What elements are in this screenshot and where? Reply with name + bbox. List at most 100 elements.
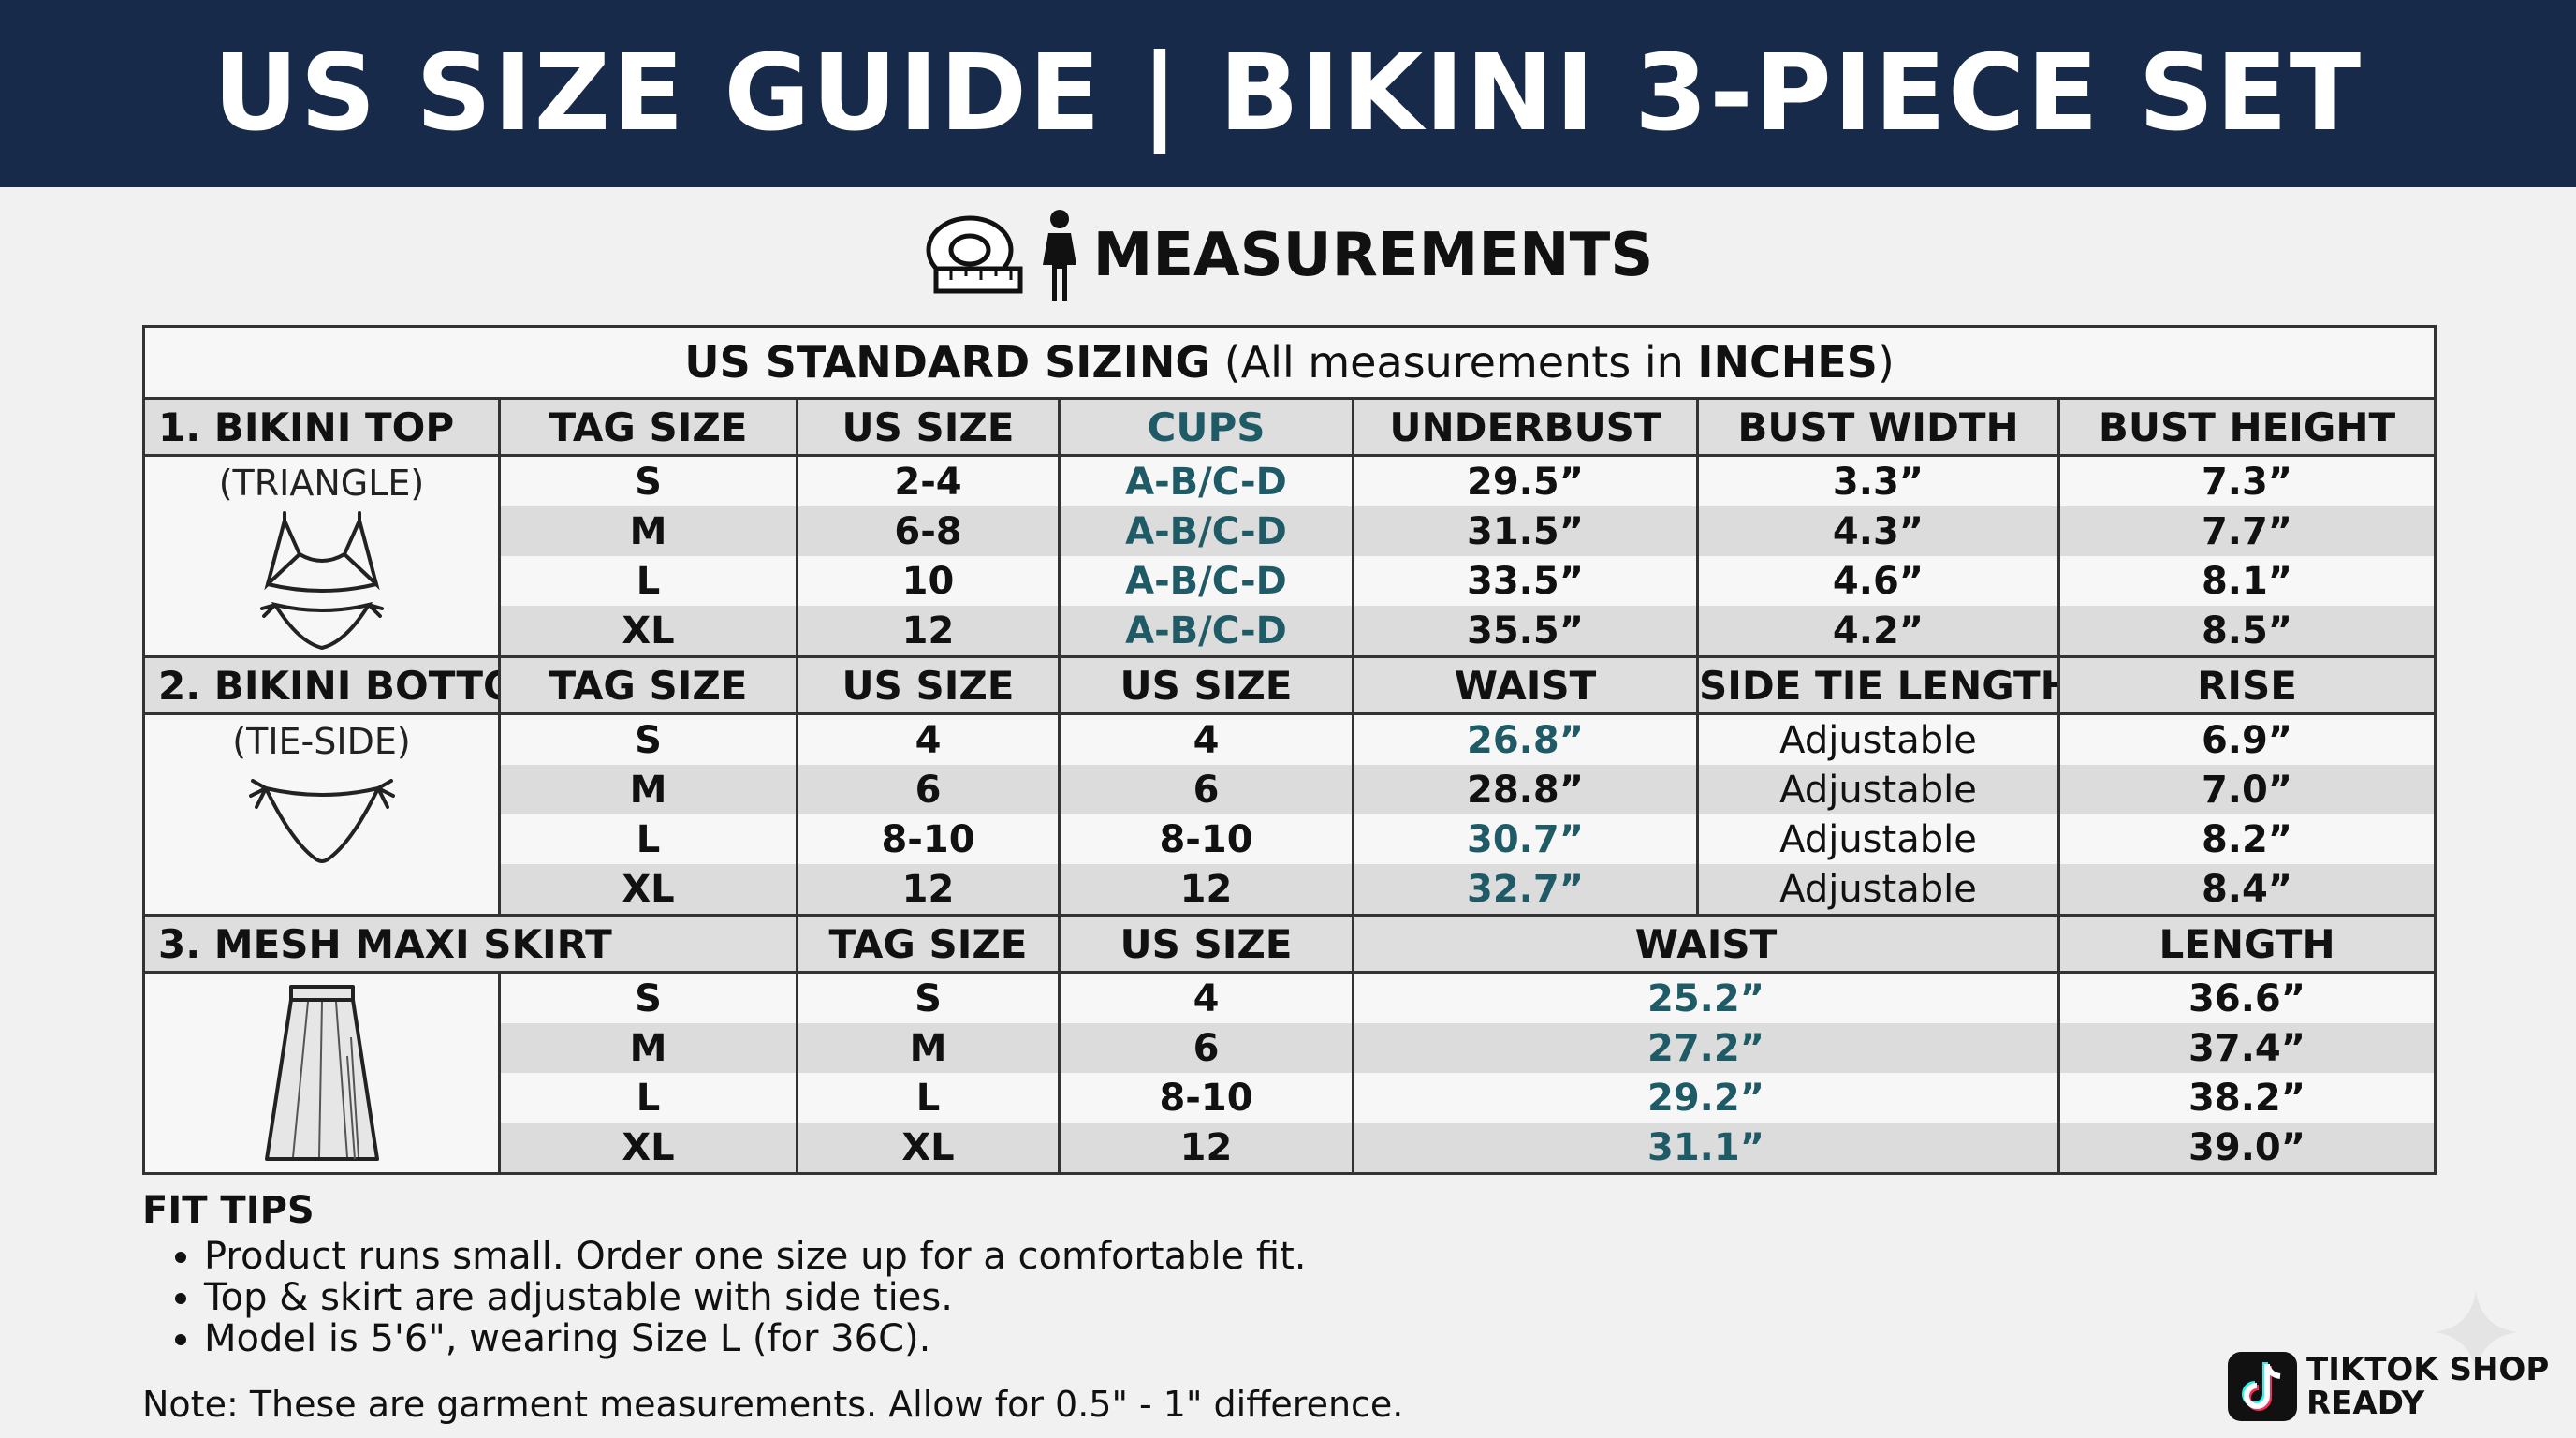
table-cell: 6 xyxy=(1058,1023,1354,1073)
table-cell: M xyxy=(796,1023,1061,1073)
table-cell: 4.6” xyxy=(1696,556,2060,606)
table-cell: M xyxy=(498,765,798,814)
column-header: TAG SIZE xyxy=(796,914,1061,974)
sparkle-icon xyxy=(2434,1290,2518,1374)
table-cell: 29.2” xyxy=(1352,1073,2060,1123)
table-cell: 6 xyxy=(1058,765,1354,814)
table-row: M M 6 27.2” 37.4” xyxy=(144,1023,2437,1073)
badge-line-1: TIKTOK SHOP xyxy=(2306,1351,2550,1388)
table-cell: S xyxy=(498,971,798,1023)
table-cell: 30.7” xyxy=(1352,814,1699,864)
skirt-header-row: 3. MESH MAXI SKIRT TAG SIZE US SIZE WAIS… xyxy=(142,914,2437,974)
table-cell: 12 xyxy=(1058,864,1354,917)
table-cell: 28.8” xyxy=(1352,765,1699,814)
table-cell: 8.5” xyxy=(2056,606,2437,658)
tiktok-shop-badge: TIKTOK SHOP READY xyxy=(2228,1352,2549,1421)
table-cell: 39.0” xyxy=(2056,1123,2437,1175)
bikini-top-subtitle: (TRIANGLE) xyxy=(218,462,425,504)
table-caption: US STANDARD SIZING (All measurements in … xyxy=(141,325,2437,400)
badge-line-2: READY xyxy=(2306,1385,2425,1422)
table-cell: 35.5” xyxy=(1352,606,1699,658)
column-header: US SIZE xyxy=(796,397,1061,457)
page-title: US SIZE GUIDE | BIKINI 3-PIECE SET xyxy=(212,33,2364,154)
fit-tips-title: FIT TIPS xyxy=(142,1189,315,1232)
table-cell: 25.2” xyxy=(1352,971,2060,1023)
bikini-top-header-row: 1. BIKINI TOP TAG SIZE US SIZE CUPS UNDE… xyxy=(142,397,2437,457)
table-row: L 8-10 8-10 30.7” Adjustable 8.2” xyxy=(144,814,2437,864)
table-cell: 2-4 xyxy=(796,454,1061,506)
table-cell: 12 xyxy=(796,606,1061,658)
table-row: XL 12 A-B/C-D 35.5” 4.2” 8.5” xyxy=(144,606,2437,658)
table-cell: 6.9” xyxy=(2056,712,2437,765)
column-header: BUST HEIGHT xyxy=(2056,397,2437,457)
list-item: Model is 5'6", wearing Size L (for 36C). xyxy=(204,1318,1734,1359)
table-cell: 37.4” xyxy=(2056,1023,2437,1073)
bikini-top-image-cell: (TRIANGLE) xyxy=(142,454,501,658)
measurements-heading: MEASUREMENTS xyxy=(0,204,2576,307)
footnote: Note: These are garment measurements. Al… xyxy=(142,1384,1404,1425)
table-cell: 4 xyxy=(1058,712,1354,765)
table-cell: Adjustable xyxy=(1696,712,2060,765)
table-cell: 4 xyxy=(1058,971,1354,1023)
table-cell: 27.2” xyxy=(1352,1023,2060,1073)
table-cell: 26.8” xyxy=(1352,712,1699,765)
table-cell: 7.0” xyxy=(2056,765,2437,814)
table-cell: 36.6” xyxy=(2056,971,2437,1023)
title-banner: US SIZE GUIDE | BIKINI 3-PIECE SET xyxy=(0,0,2576,187)
maxi-skirt-icon xyxy=(264,985,379,1161)
table-cell: 38.2” xyxy=(2056,1073,2437,1123)
table-cell: 10 xyxy=(796,556,1061,606)
column-header: TAG SIZE xyxy=(498,655,798,715)
fit-tips-list: Product runs small. Order one size up fo… xyxy=(142,1236,1734,1359)
table-cell: 4.3” xyxy=(1696,506,2060,556)
table-cell: Adjustable xyxy=(1696,814,2060,864)
table-cell: 6 xyxy=(796,765,1061,814)
size-chart-table: US STANDARD SIZING (All measurements in … xyxy=(141,325,2437,1175)
table-cell: 7.7” xyxy=(2056,506,2437,556)
column-header: BUST WIDTH xyxy=(1696,397,2060,457)
table-cell: XL xyxy=(498,606,798,658)
table-cell: S xyxy=(498,454,798,506)
column-header: WAIST xyxy=(1352,655,1699,715)
table-cell: XL xyxy=(796,1123,1061,1175)
person-icon xyxy=(1042,210,1076,301)
column-header: TAG SIZE xyxy=(498,397,798,457)
table-cell: Adjustable xyxy=(1696,864,2060,917)
list-item: Top & skirt are adjustable with side tie… xyxy=(204,1277,1734,1318)
table-row: XL 12 12 32.7” Adjustable 8.4” xyxy=(144,864,2437,917)
table-cell: L xyxy=(498,1073,798,1123)
table-cell: A-B/C-D xyxy=(1058,556,1354,606)
column-header: RISE xyxy=(2056,655,2437,715)
table-row: L L 8-10 29.2” 38.2” xyxy=(144,1073,2437,1123)
list-item: Product runs small. Order one size up fo… xyxy=(204,1236,1734,1277)
table-row: M 6 6 28.8” Adjustable 7.0” xyxy=(144,765,2437,814)
table-row: XL XL 12 31.1” 39.0” xyxy=(144,1123,2437,1175)
table-cell: 8.2” xyxy=(2056,814,2437,864)
section-title-top: 1. BIKINI TOP xyxy=(142,397,501,457)
tape-measure-icon xyxy=(926,215,1023,294)
table-cell: 8-10 xyxy=(1058,1073,1354,1123)
column-header: US SIZE xyxy=(1058,914,1354,974)
table-row: M 6-8 A-B/C-D 31.5” 4.3” 7.7” xyxy=(144,506,2437,556)
table-cell: XL xyxy=(498,1123,798,1175)
table-cell: 7.3” xyxy=(2056,454,2437,506)
table-cell: 8-10 xyxy=(796,814,1061,864)
table-cell: 31.5” xyxy=(1352,506,1699,556)
table-cell: S xyxy=(498,712,798,765)
bikini-bottom-header-row: 2. BIKINI BOTTOM TAG SIZE US SIZE US SIZ… xyxy=(142,655,2437,715)
section-title-skirt: 3. MESH MAXI SKIRT xyxy=(142,914,798,974)
fit-tips: FIT TIPS Product runs small. Order one s… xyxy=(142,1189,1734,1359)
table-cell: 4.2” xyxy=(1696,606,2060,658)
table-cell: A-B/C-D xyxy=(1058,506,1354,556)
table-row: (TIE-SIDE) S 4 4 26.8” Adjustable 6.9” xyxy=(142,712,2437,917)
table-cell: 31.1” xyxy=(1352,1123,2060,1175)
table-cell: 3.3” xyxy=(1696,454,2060,506)
table-row: (TRIANGLE) S 2-4 A-B/C-D 29. xyxy=(142,454,2437,658)
table-cell: S xyxy=(796,971,1061,1023)
table-cell: 29.5” xyxy=(1352,454,1699,506)
table-cell: 33.5” xyxy=(1352,556,1699,606)
bikini-bottom-icon xyxy=(248,779,395,863)
section-title-bottom: 2. BIKINI BOTTOM xyxy=(142,655,501,715)
table-cell: 8.4” xyxy=(2056,864,2437,917)
column-header: SIDE TIE LENGTH xyxy=(1696,655,2060,715)
